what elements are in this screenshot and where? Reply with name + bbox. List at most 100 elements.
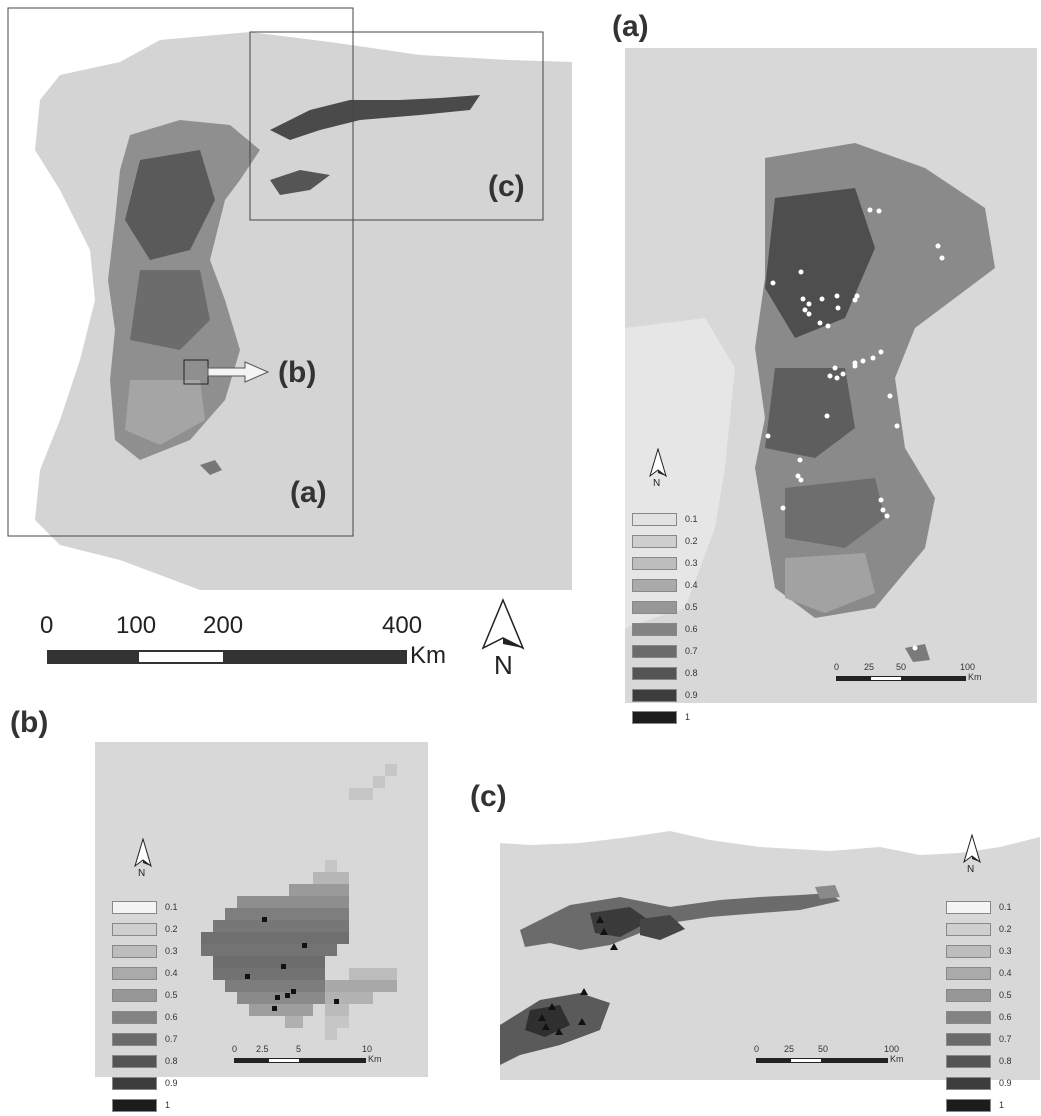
legend-label: 0.4 bbox=[165, 968, 178, 978]
legend-swatch bbox=[946, 988, 991, 1002]
overview-map: (b) (c) (a) bbox=[0, 0, 580, 600]
legend-swatch bbox=[946, 1098, 991, 1112]
legend-row: 0.8 bbox=[112, 1050, 178, 1072]
legend-swatch bbox=[632, 622, 677, 636]
legend-label: 0.6 bbox=[999, 1012, 1012, 1022]
legend-label: 0.3 bbox=[165, 946, 178, 956]
panel-a-north-icon bbox=[649, 448, 667, 478]
legend-swatch bbox=[946, 1032, 991, 1046]
legend-label: 0.7 bbox=[685, 646, 698, 656]
panel-c-scale-tick-50: 50 bbox=[818, 1044, 829, 1054]
panel-a-scale-unit: Km bbox=[968, 672, 982, 682]
panel-b-scale-tick-10: 10 bbox=[362, 1044, 373, 1054]
legend-label: 0.1 bbox=[685, 514, 698, 524]
legend-swatch bbox=[112, 900, 157, 914]
legend-swatch bbox=[632, 666, 677, 680]
legend-row: 0.1 bbox=[632, 508, 698, 530]
panel-b-scale-bar: 0 2.5 5 10 Km bbox=[228, 1042, 428, 1072]
legend-label: 1 bbox=[999, 1100, 1005, 1110]
panel-b-legend: 0.1 0.2 0.3 0.4 0.5 0.6 0.7 0.8 0.9 1 bbox=[112, 896, 178, 1116]
legend-swatch bbox=[632, 578, 677, 592]
legend-swatch bbox=[946, 1076, 991, 1090]
panel-b-scale-tick-0: 0 bbox=[232, 1044, 238, 1054]
panel-c-scale-bar: 0 25 50 100 Km bbox=[750, 1042, 950, 1072]
legend-label: 0.5 bbox=[685, 602, 698, 612]
panel-c-scale-tick-0: 0 bbox=[754, 1044, 760, 1054]
legend-swatch bbox=[946, 1054, 991, 1068]
legend-row: 1 bbox=[632, 706, 698, 728]
panel-a-scale-tick-100: 100 bbox=[960, 662, 976, 672]
legend-row: 0.1 bbox=[112, 896, 178, 918]
legend-swatch bbox=[946, 922, 991, 936]
panel-a-scale-tick-25: 25 bbox=[864, 662, 875, 672]
panel-b-scale-unit: Km bbox=[368, 1054, 382, 1064]
legend-swatch bbox=[112, 988, 157, 1002]
legend-row: 0.5 bbox=[112, 984, 178, 1006]
panel-c-suitability bbox=[500, 885, 840, 1065]
legend-label: 0.3 bbox=[999, 946, 1012, 956]
legend-swatch bbox=[112, 922, 157, 936]
legend-label: 0.6 bbox=[685, 624, 698, 634]
legend-swatch bbox=[632, 534, 677, 548]
legend-row: 0.6 bbox=[632, 618, 698, 640]
legend-label: 1 bbox=[685, 712, 691, 722]
legend-swatch bbox=[632, 512, 677, 526]
panel-a-north-arrow: N bbox=[648, 448, 668, 494]
legend-swatch bbox=[632, 600, 677, 614]
legend-row: 1 bbox=[112, 1094, 178, 1116]
overview-scale-tick-200: 200 bbox=[203, 612, 244, 639]
legend-label: 0.8 bbox=[165, 1056, 178, 1066]
panel-a-svg bbox=[625, 48, 1037, 703]
legend-swatch bbox=[632, 644, 677, 658]
legend-row: 0.3 bbox=[112, 940, 178, 962]
legend-swatch bbox=[112, 1010, 157, 1024]
panel-c-north-arrow: N bbox=[962, 834, 982, 880]
panel-a-north-letter: N bbox=[653, 478, 661, 489]
overview-scale-seg-1 bbox=[47, 650, 137, 664]
legend-row: 0.7 bbox=[112, 1028, 178, 1050]
legend-row: 0.9 bbox=[946, 1072, 1012, 1094]
legend-row: 0.3 bbox=[946, 940, 1012, 962]
panel-a-sea bbox=[625, 318, 735, 628]
legend-label: 0.2 bbox=[165, 924, 178, 934]
overview-scale-tick-0: 0 bbox=[40, 612, 54, 639]
legend-label: 0.2 bbox=[999, 924, 1012, 934]
legend-label: 0.6 bbox=[165, 1012, 178, 1022]
legend-row: 0.9 bbox=[632, 684, 698, 706]
legend-label: 0.7 bbox=[999, 1034, 1012, 1044]
overview-scale-unit: Km bbox=[410, 642, 446, 669]
panel-c-label: (c) bbox=[470, 780, 507, 813]
panel-c-north-icon bbox=[963, 834, 981, 864]
overview-label-b: (b) bbox=[278, 356, 317, 389]
legend-swatch bbox=[112, 966, 157, 980]
panel-a-occurrence-points bbox=[765, 207, 945, 651]
legend-row: 1 bbox=[946, 1094, 1012, 1116]
overview-label-c: (c) bbox=[488, 170, 525, 203]
legend-row: 0.1 bbox=[946, 896, 1012, 918]
legend-label: 0.2 bbox=[685, 536, 698, 546]
overview-map-svg bbox=[0, 0, 580, 600]
legend-row: 0.8 bbox=[946, 1050, 1012, 1072]
legend-row: 0.7 bbox=[946, 1028, 1012, 1050]
legend-swatch bbox=[946, 1010, 991, 1024]
panel-c-north-letter: N bbox=[967, 864, 975, 875]
panel-a-label: (a) bbox=[612, 10, 649, 43]
panel-b-north-letter: N bbox=[138, 868, 146, 879]
legend-label: 0.8 bbox=[685, 668, 698, 678]
legend-row: 0.8 bbox=[632, 662, 698, 684]
legend-label: 0.8 bbox=[999, 1056, 1012, 1066]
panel-b-north-arrow: N bbox=[133, 838, 153, 884]
legend-swatch bbox=[632, 556, 677, 570]
legend-label: 0.9 bbox=[165, 1078, 178, 1088]
legend-row: 0.4 bbox=[112, 962, 178, 984]
overview-label-a: (a) bbox=[290, 476, 327, 509]
legend-swatch bbox=[112, 1054, 157, 1068]
panel-b-scale-tick-2_5: 2.5 bbox=[256, 1044, 269, 1054]
legend-swatch bbox=[946, 944, 991, 958]
panel-a-scale-bar: 0 25 50 100 Km bbox=[830, 660, 1030, 690]
legend-swatch bbox=[112, 1076, 157, 1090]
legend-swatch bbox=[112, 1098, 157, 1112]
legend-row: 0.2 bbox=[632, 530, 698, 552]
panel-c-sea bbox=[500, 825, 1040, 855]
legend-row: 0.6 bbox=[946, 1006, 1012, 1028]
